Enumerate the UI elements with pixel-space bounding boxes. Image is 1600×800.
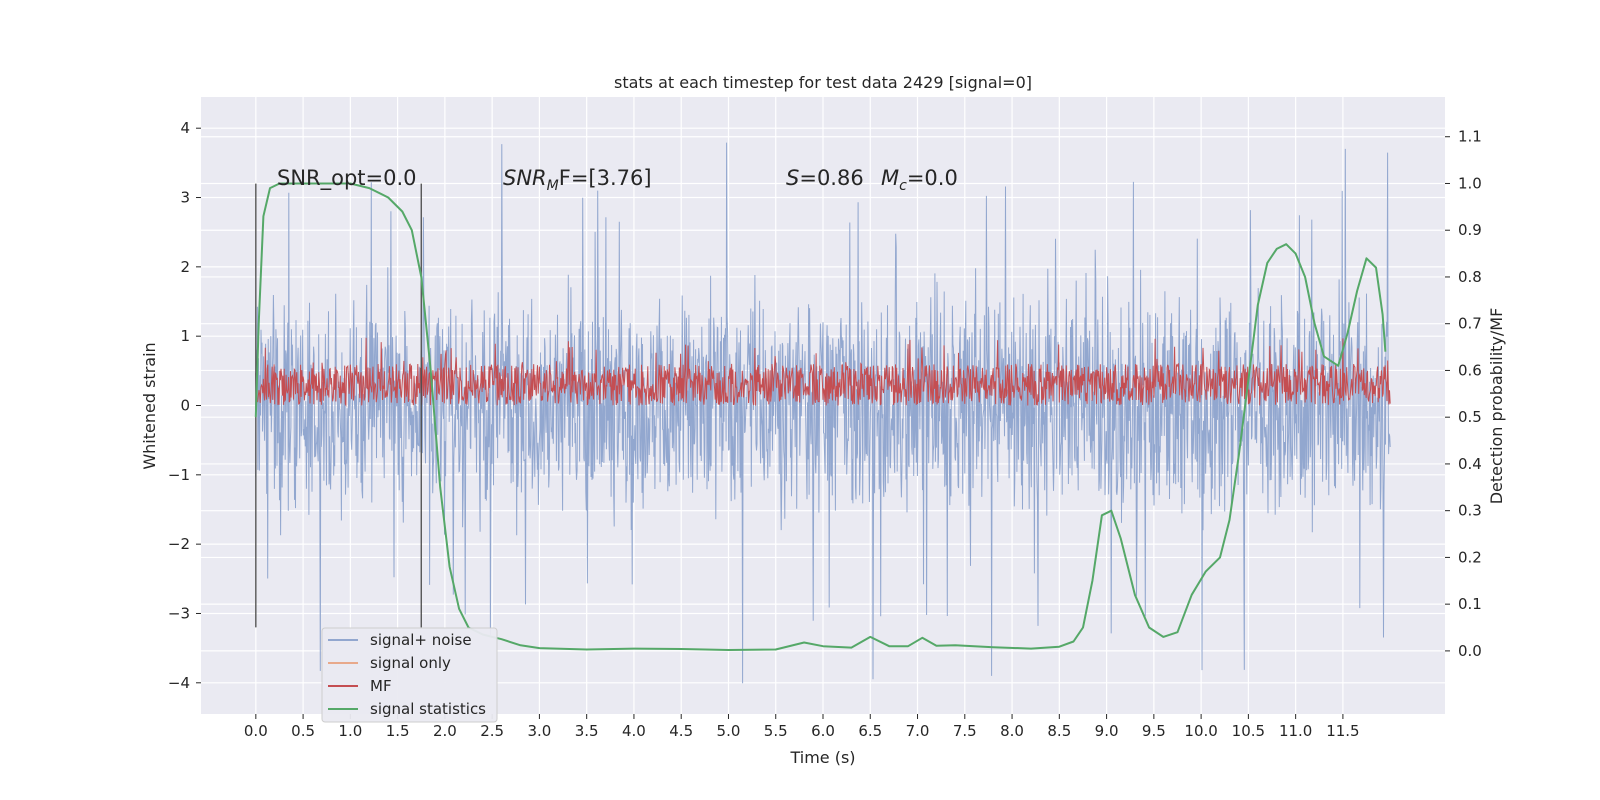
y-tick-label: 2 <box>180 258 190 276</box>
y-tick-labels: 4 3 2 1 0 −1 −2 −3 −4 <box>168 119 201 692</box>
x-axis-label: Time (s) <box>789 748 855 767</box>
x-tick-label: 11.0 <box>1279 722 1312 740</box>
x-tick-label: 7.0 <box>906 722 930 740</box>
legend-label-signal-noise: signal+ noise <box>370 631 472 649</box>
mf-line <box>255 337 1391 407</box>
y2-tick-label: 0.2 <box>1458 548 1482 566</box>
annotation-mc: Mc=0.0 <box>881 166 958 194</box>
y2-tick-label: 0.9 <box>1458 221 1482 239</box>
y-axis-label: Whitened strain <box>140 342 159 469</box>
chart-title: stats at each timestep for test data 242… <box>614 73 1032 92</box>
x-tick-label: 5.5 <box>764 722 788 740</box>
y-tick-label: 4 <box>180 119 190 137</box>
y-tick-label: 0 <box>180 397 190 415</box>
x-tick-label: 1.0 <box>338 722 362 740</box>
x-tick-label: 9.5 <box>1142 722 1166 740</box>
x-tick-label: 10.0 <box>1184 722 1217 740</box>
y2-tick-label: 0.5 <box>1458 408 1482 426</box>
x-tick-label: 8.5 <box>1047 722 1071 740</box>
x-tick-label: 3.0 <box>527 722 551 740</box>
x-tick-label: 0.0 <box>244 722 268 740</box>
x-tick-label: 0.5 <box>291 722 315 740</box>
x-tick-label: 11.5 <box>1326 722 1359 740</box>
y-tick-label: 3 <box>180 189 190 207</box>
y2-tick-label: 0.4 <box>1458 455 1482 473</box>
annotation-snr-opt: SNR_opt=0.0 <box>277 166 417 191</box>
x-tick-labels: 0.0 0.5 1.0 1.5 2.0 2.5 3.0 3.5 4.0 4.5 5.0 5.5 6.0 6… <box>244 714 1360 740</box>
y-tick-label: 1 <box>180 327 190 345</box>
y-tick-label: −1 <box>168 466 190 484</box>
legend-label-signal-statistics: signal statistics <box>370 700 486 718</box>
y2-tick-label: 1.1 <box>1458 128 1482 146</box>
y2-tick-label: 0.0 <box>1458 642 1482 660</box>
x-tick-label: 10.5 <box>1232 722 1265 740</box>
signal-statistics-line <box>254 182 1387 651</box>
y2-tick-label: 0.8 <box>1458 268 1482 286</box>
y-tick-label: −4 <box>168 674 190 692</box>
x-tick-label: 1.5 <box>386 722 410 740</box>
y2-axis-label: Detection probability/MF <box>1487 308 1506 505</box>
y2-tick-label: 1.0 <box>1458 174 1482 192</box>
x-tick-label: 9.0 <box>1095 722 1119 740</box>
legend-label-mf: MF <box>370 677 392 695</box>
x-tick-label: 4.5 <box>669 722 693 740</box>
y2-tick-label: 0.7 <box>1458 315 1482 333</box>
x-tick-label: 8.0 <box>1000 722 1024 740</box>
y-tick-label: −3 <box>168 604 190 622</box>
signal-statistics-series <box>254 182 1387 651</box>
y2-tick-label: 0.1 <box>1458 595 1482 613</box>
y2-tick-label: 0.3 <box>1458 502 1482 520</box>
x-tick-label: 6.5 <box>858 722 882 740</box>
x-tick-label: 3.5 <box>575 722 599 740</box>
legend-label-signal-only: signal only <box>370 654 451 672</box>
annotation-snr-mf: SNRMF=[3.76] <box>503 166 652 194</box>
legend-box <box>321 627 498 723</box>
y2-tick-labels: 1.1 1.0 0.9 0.8 0.7 0.6 0.5 0.4 0.3 0.2 0.1 0.0 <box>1445 128 1482 660</box>
x-tick-label: 2.5 <box>480 722 504 740</box>
y-tick-label: −2 <box>168 535 190 553</box>
x-tick-label: 7.5 <box>953 722 977 740</box>
x-tick-label: 2.0 <box>433 722 457 740</box>
x-tick-label: 6.0 <box>811 722 835 740</box>
mf-series <box>255 337 1391 407</box>
legend: signal+ noise signal only MF signal stat… <box>321 627 498 723</box>
annotation-s: S=0.86 <box>786 166 864 190</box>
y2-tick-label: 0.6 <box>1458 361 1482 379</box>
x-tick-label: 5.0 <box>717 722 741 740</box>
x-tick-label: 4.0 <box>622 722 646 740</box>
